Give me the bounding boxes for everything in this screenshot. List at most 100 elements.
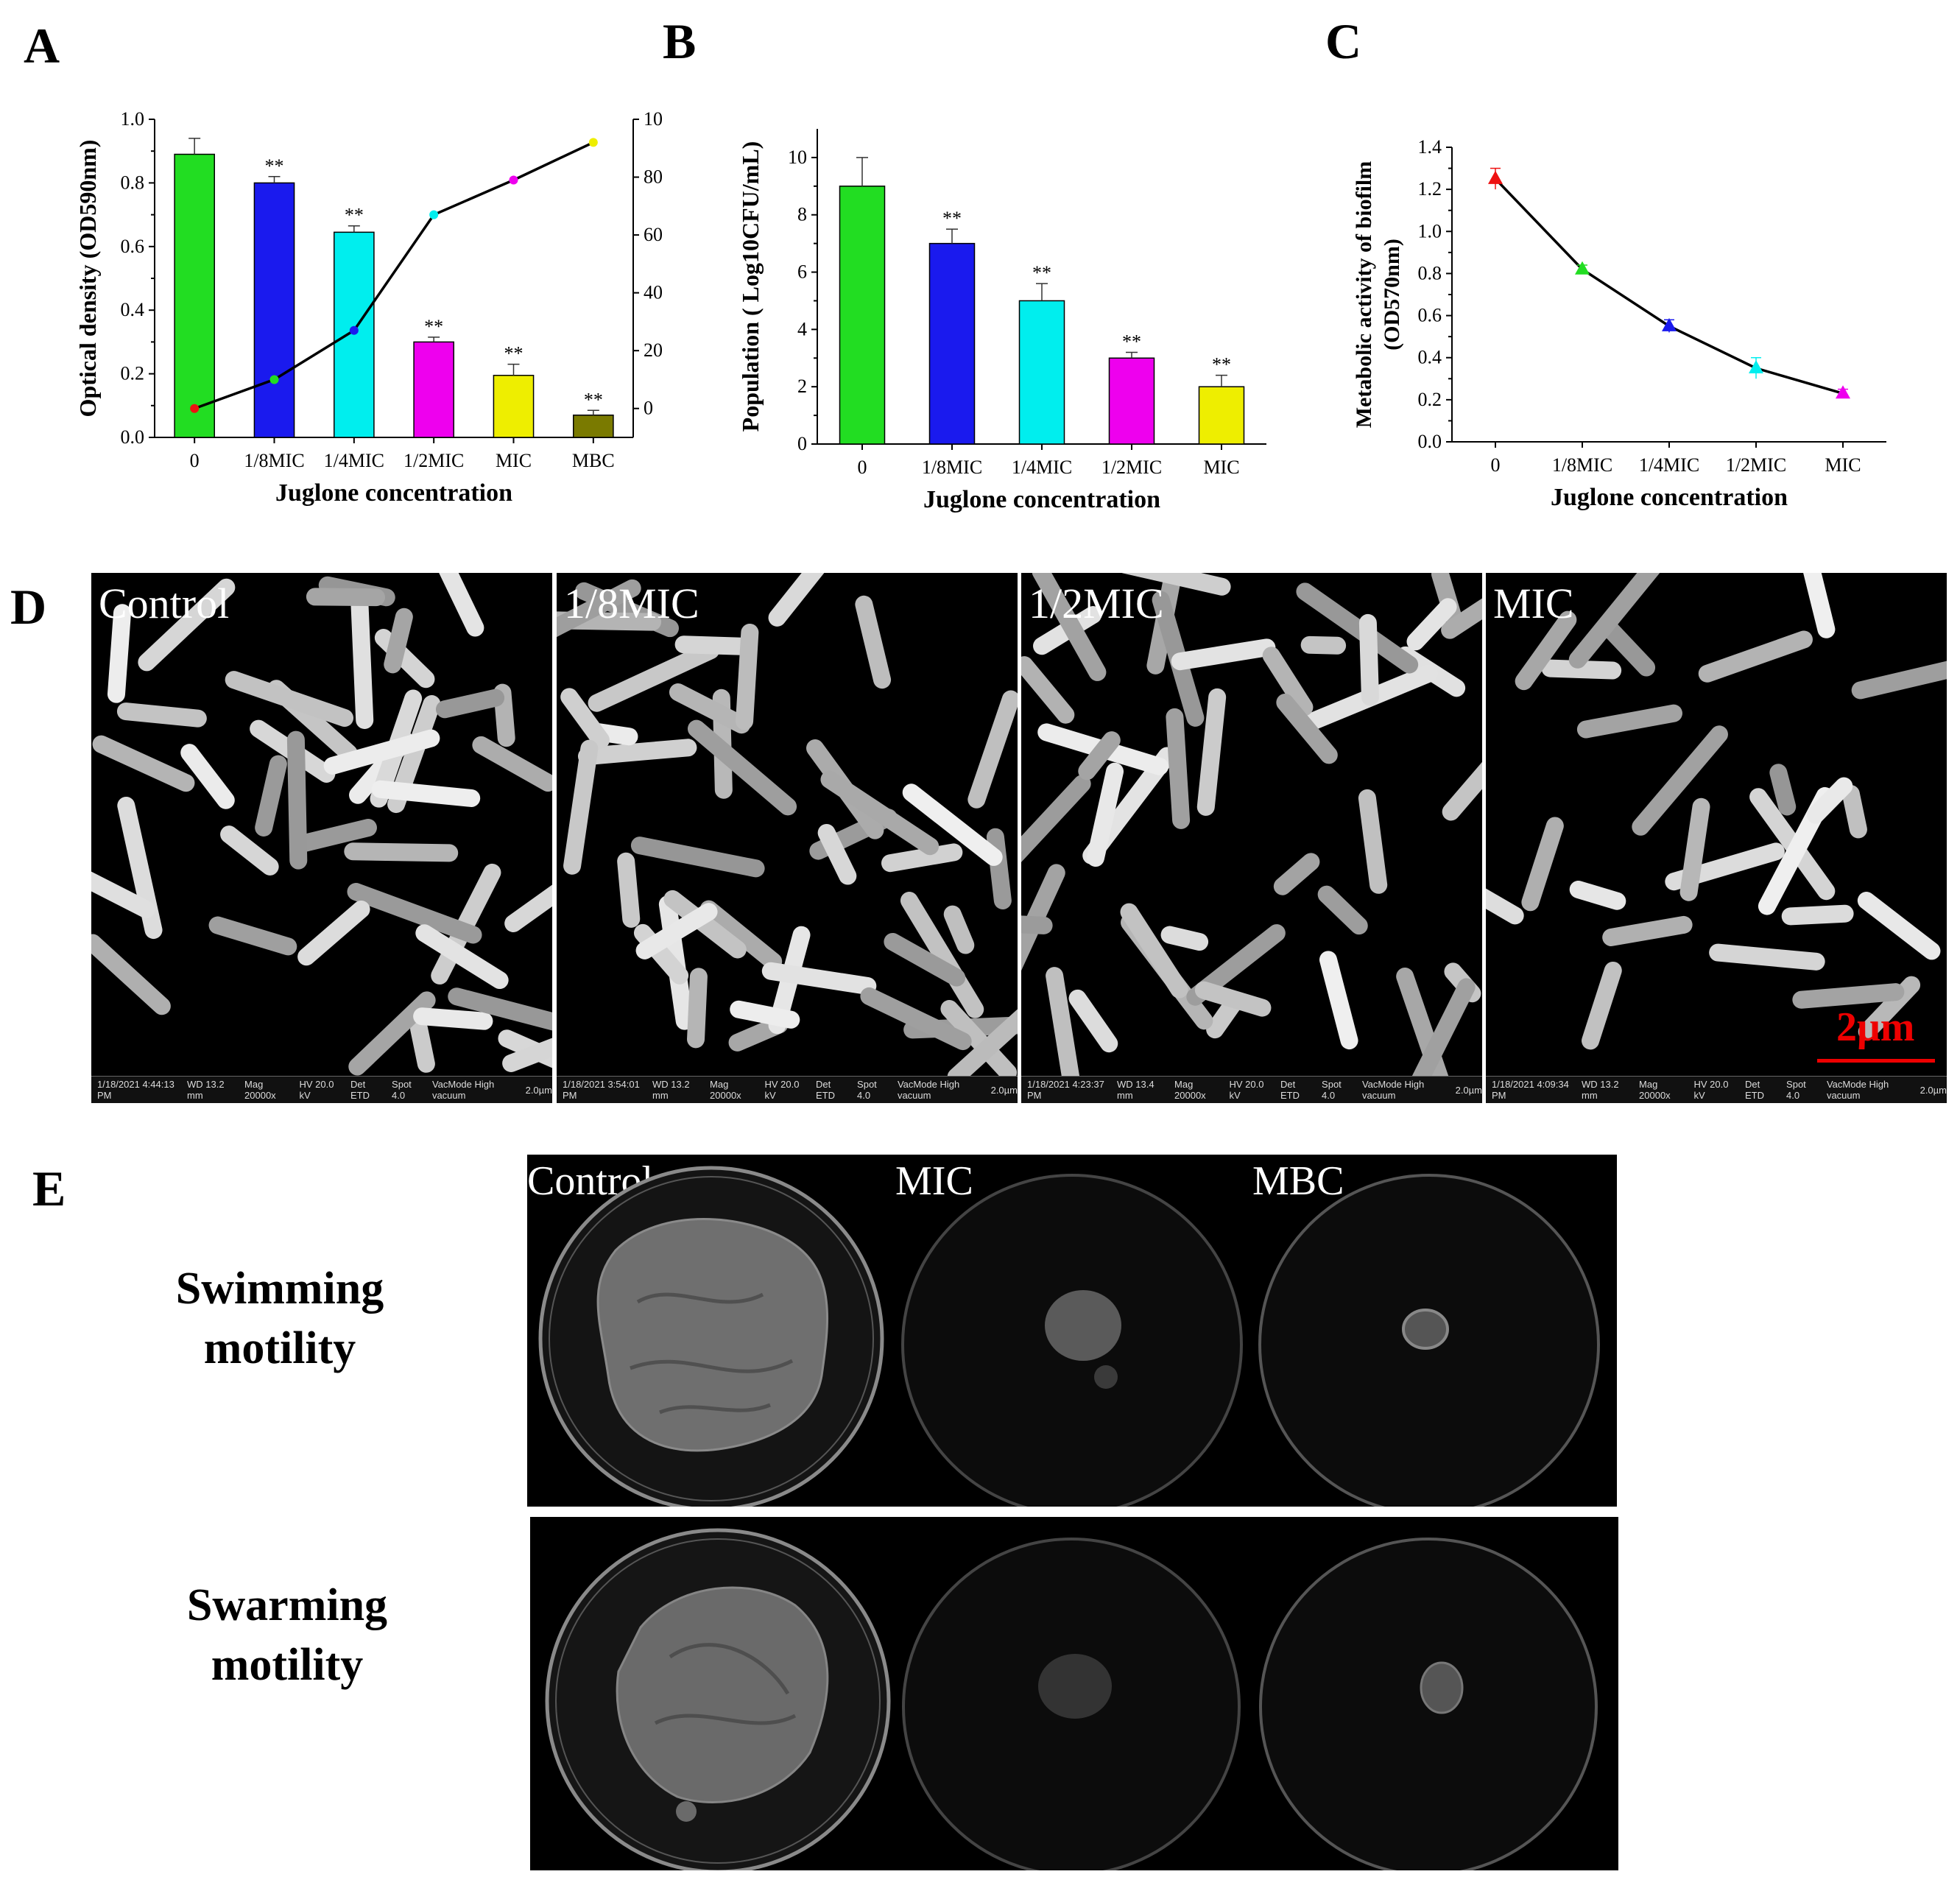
chart-a: 0.0 0.2 0.4 0.6 0.8 1.0 0 1/8MIC 1/4MIC 1/2MIC MIC… [74,108,663,507]
dispersal-point [269,375,279,384]
y-axis-label-line2: (OD570nm) [1380,239,1404,351]
bacterial-cell [180,744,235,809]
bacterial-cell [323,729,440,775]
bacterial-cell [967,690,1018,809]
y-tick-label: 1.4 [1418,136,1442,158]
bacterial-cell [1166,708,1191,829]
bacterial-cell [1632,725,1728,836]
bacterial-cell [617,852,641,928]
y2-tick-label: 100 [644,108,663,130]
bacterial-cell [900,892,984,1018]
bacterial-cell [1120,903,1188,999]
bacterial-cell [1068,989,1118,1053]
sem-mag: Mag 20000x [1639,1079,1671,1101]
bar [573,415,614,438]
swarming-line1: Swarming [186,1580,388,1630]
y2-tick-label: 60 [644,224,663,245]
swimming-line1: Swimming [175,1264,384,1314]
sem-spot: Spot 4.0 [392,1079,412,1101]
bacterial-cell [347,882,482,944]
sem-det: Det ETD [1280,1079,1300,1101]
sem-image-4: MIC 1/18/2021 4:09:34 PM WD 13.2 mm Mag 200… [1486,573,1947,1103]
bar [413,341,455,438]
x-tick-label: 1/8MIC [1552,454,1612,476]
bacterial-cell [1679,797,1710,901]
dispersal-line [194,141,594,410]
bacterial-cell [986,828,1012,910]
y-tick-label: 0.4 [1418,347,1442,368]
bacterial-cell [1115,573,1231,596]
y-tick-label: 0 [797,433,807,454]
bacterial-cell [1798,573,1836,638]
sem-image-2: 1/8MIC 1/18/2021 3:54:01 PM WD 13.2 mm Mag … [557,573,1018,1103]
panel-letter-a: A [24,18,60,74]
bacterial-cell [943,905,975,954]
bacterial-cell [502,1033,552,1072]
swimming-plate-row: Control MIC MBC [527,1155,1617,1507]
y-tick-label: 0.0 [1418,431,1442,452]
bacterial-cell [768,573,855,627]
bacterial-cell [225,671,354,727]
bacterial-cell [435,689,505,719]
bacterial-cell [860,987,972,1051]
bacterial-cell [371,780,481,807]
sem-spot: Spot 4.0 [1786,1079,1806,1101]
x-tick-label: MIC [1203,457,1239,478]
bacterial-cell [1194,981,1272,1017]
sem-mag: Mag 20000x [710,1079,741,1101]
sem-scale: 2.0µm [990,1084,1018,1096]
significance-label: ** [1032,262,1051,284]
y-tick-label: 0.8 [121,172,145,193]
scale-bar-label: 2μm [1836,1004,1915,1050]
plate-label-mbc: MBC [1252,1158,1344,1204]
bacterial-cell [1403,978,1476,1077]
bacterial-cell [1171,638,1276,671]
bacterial-cell [1021,656,1075,724]
y-tick-label: 0.6 [121,236,145,257]
x-tick-label: 1/2MIC [403,450,464,471]
data-point [1749,360,1763,373]
sem-hv: HV 20.0 kV [1693,1079,1729,1101]
swarming-line2: motility [211,1639,364,1690]
sem-vacmode: VacMode High vacuum [897,1079,960,1101]
bacterial-cell [855,595,892,689]
petri-dish-mbc-swarming [1259,1538,1598,1870]
bar [174,153,215,438]
bacterial-cell [1709,943,1825,971]
bacterial-cell [1841,785,1867,839]
y2-tick-label: 40 [644,282,663,303]
sem-hv: HV 20.0 kV [1229,1079,1264,1101]
bacterial-cell [1046,967,1082,1077]
petri-dish-mic-swimming [901,1174,1243,1507]
sem-info-bar: 1/18/2021 3:54:01 PM WD 13.2 mm Mag 20000x… [557,1076,1018,1103]
bacterial-cell [1857,892,1941,960]
bacterial-cell [1806,777,1853,824]
bacterial-cell [1568,573,1668,669]
bacterial-cell [560,688,610,750]
x-tick-label: 1/8MIC [922,457,982,478]
bacterial-cell [472,736,552,792]
sem-wd: WD 13.4 mm [1117,1079,1155,1101]
bacterial-cell [286,730,308,870]
sem-label: 1/8MIC [564,580,699,627]
bacterial-cell [884,932,966,987]
x-tick-label: 1/2MIC [1101,457,1162,478]
sem-scale: 2.0µm [1455,1084,1482,1096]
panel-letter-d: D [10,579,47,635]
sem-scale: 2.0µm [525,1084,552,1096]
chart-c: 0.0 0.2 0.4 0.6 0.8 1.0 1.2 1.4 0 1/8MIC 1/4MIC 1/2… [1352,136,1886,511]
sem-datetime: 1/18/2021 4:09:34 PM [1492,1079,1569,1101]
sem-label: MIC [1493,580,1574,627]
bacterial-cell [117,796,163,940]
dispersal-point [588,138,598,147]
x-tick-label: MBC [572,450,615,471]
bacterial-cell [1021,775,1091,884]
bacterial-cell [448,987,552,1032]
significance-label: ** [345,205,364,226]
bacterial-cell [413,1007,493,1030]
x-tick-label: 0 [190,450,200,471]
bar [1108,357,1155,445]
sem-hv: HV 20.0 kV [299,1079,334,1101]
x-axis-label: Juglone concentration [275,479,512,507]
data-point [1662,317,1677,331]
